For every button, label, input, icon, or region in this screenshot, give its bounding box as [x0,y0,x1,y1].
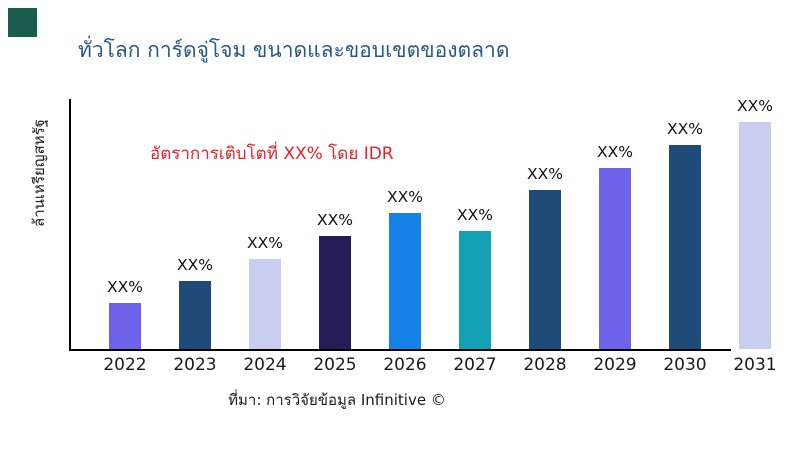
bar-2030 [669,145,701,349]
bar-2029 [599,168,631,349]
bar-2026 [389,213,421,349]
chart-title: ทั่วโลก การ์ดจู่โจม ขนาดและขอบเขตของตลาด [78,38,510,62]
bar-2023 [179,281,211,349]
bar-value-label-2031: XX% [737,97,773,115]
x-tick-label-2023: 2023 [173,355,217,375]
bar-2031 [739,122,771,349]
bar-value-label-2025: XX% [317,211,353,229]
bar-2025 [319,236,351,349]
bar-2024 [249,259,281,349]
x-axis-line [69,349,731,351]
x-tick-label-2031: 2031 [733,355,777,375]
x-tick-label-2025: 2025 [313,355,357,375]
bar-value-label-2028: XX% [527,165,563,183]
bar-2027 [459,231,491,349]
x-tick-label-2029: 2029 [593,355,637,375]
x-tick-label-2022: 2022 [103,355,147,375]
x-tick-label-2030: 2030 [663,355,707,375]
bar-2028 [529,190,561,349]
bar-value-label-2026: XX% [387,188,423,206]
bar-value-label-2022: XX% [107,278,143,296]
x-tick-label-2028: 2028 [523,355,567,375]
x-tick-label-2024: 2024 [243,355,287,375]
bar-value-label-2027: XX% [457,206,493,224]
y-axis-label: ล้านเหรียญสหรัฐ [30,119,48,227]
y-axis-line [69,99,71,351]
growth-annotation: อัตราการเติบโตที่ XX% โดย IDR [150,144,394,164]
bar-value-label-2023: XX% [177,256,213,274]
bar-value-label-2029: XX% [597,143,633,161]
bar-value-label-2030: XX% [667,120,703,138]
logo-mark [8,8,37,37]
x-tick-label-2027: 2027 [453,355,497,375]
source-caption: ที่มา: การวิจัยข้อมูล Infinitive © [228,391,446,409]
bar-value-label-2024: XX% [247,234,283,252]
x-tick-label-2026: 2026 [383,355,427,375]
bar-2022 [109,303,141,349]
